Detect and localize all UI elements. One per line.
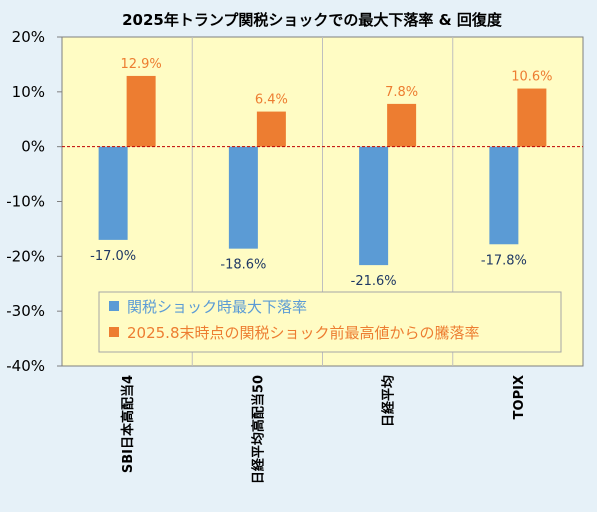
data-label: 7.8% xyxy=(385,85,418,100)
legend-box xyxy=(98,291,562,353)
legend-swatch-recovery xyxy=(109,327,119,337)
legend-label-drawdown: 関税ショック時最大下落率 xyxy=(127,298,307,316)
x-tick-label: 日経平均高配当50 xyxy=(250,375,266,484)
axis-layer: 20% 10% 0% -10% -20% -30% -40% SBI日本高配当4 日経平均高配当… xyxy=(6,28,583,484)
y-tick-label: 10% xyxy=(12,83,45,101)
x-tick-label: SBI日本高配当4 xyxy=(120,375,136,473)
bar xyxy=(98,146,128,240)
chart-title: 2025年トランプ関税ショックでの最大下落率 & 回復度 xyxy=(122,11,503,29)
bar xyxy=(256,111,286,147)
bar xyxy=(228,146,258,249)
bar xyxy=(126,75,156,147)
x-tick-label: TOPIX xyxy=(512,375,527,419)
bar xyxy=(517,88,547,147)
y-tick-label: -20% xyxy=(6,247,45,265)
bar xyxy=(387,103,417,147)
data-label: 6.4% xyxy=(255,93,288,108)
legend-label-recovery: 2025.8末時点の関税ショック前最高値からの騰落率 xyxy=(127,324,480,342)
y-tick-label: -10% xyxy=(6,193,45,211)
data-label: -21.6% xyxy=(351,274,397,289)
data-label: -17.0% xyxy=(90,249,136,264)
labels-layer: -17.0% -18.6% -21.6% -17.8% 12.9% 6.4% 7.8% 10.… xyxy=(90,57,552,289)
legend: 関税ショック時最大下落率 2025.8末時点の関税ショック前最高値からの騰落率 xyxy=(98,291,562,353)
x-tick-label: 日経平均 xyxy=(381,375,397,427)
y-tick-label: 20% xyxy=(12,28,45,46)
data-label: -18.6% xyxy=(220,258,266,273)
y-tick-label: -40% xyxy=(6,357,45,375)
legend-swatch-drawdown xyxy=(109,301,119,311)
bar xyxy=(359,146,389,266)
bars-layer xyxy=(98,75,547,266)
y-tick-label: -30% xyxy=(6,302,45,320)
data-label: -17.8% xyxy=(481,253,527,268)
bar xyxy=(489,146,519,245)
data-label: 12.9% xyxy=(120,57,161,72)
data-label: 10.6% xyxy=(511,70,552,85)
y-tick-label: 0% xyxy=(21,138,45,156)
